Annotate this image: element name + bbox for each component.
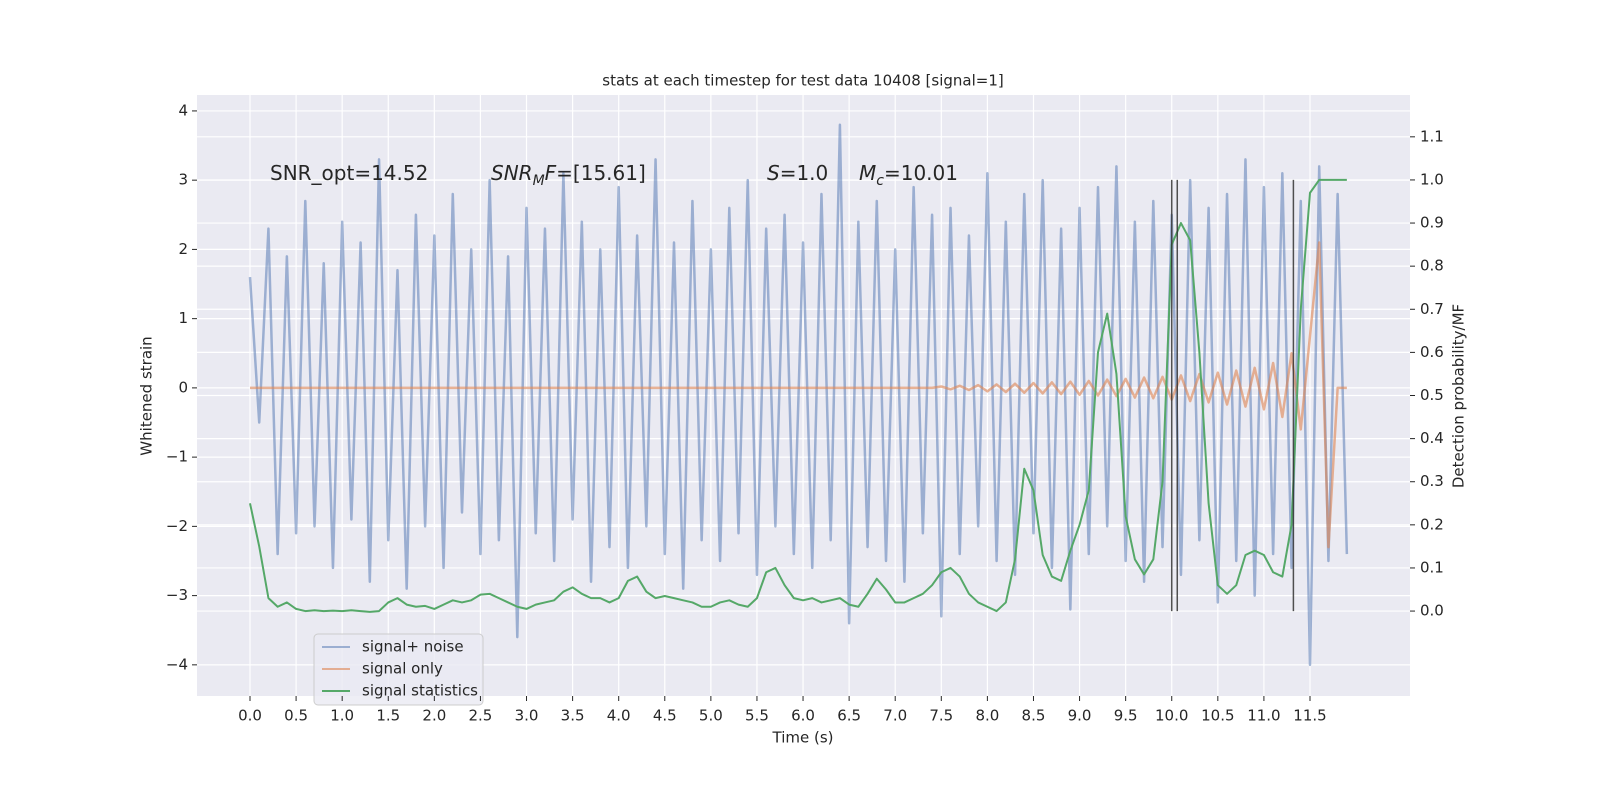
x-tick-label: 11.0	[1247, 707, 1280, 725]
x-tick-label: 11.5	[1293, 707, 1326, 725]
annotation-part: M	[533, 173, 545, 189]
y2-tick-label: 0.8	[1420, 257, 1444, 275]
y2-tick-label: 0.1	[1420, 558, 1444, 576]
series-line	[248, 123, 1349, 667]
y-tick-label: −2	[166, 517, 188, 535]
y2-tick-label: 0.5	[1420, 386, 1444, 404]
annotation: S=1.0	[767, 161, 828, 185]
legend-label: signal statistics	[362, 682, 478, 700]
y2-tick-label: 1.1	[1420, 127, 1444, 145]
y2-tick-label: 0.7	[1420, 300, 1444, 318]
x-tick-label: 4.0	[607, 707, 631, 725]
annotation-part: =[15.61]	[556, 161, 646, 185]
y-tick-label: 4	[178, 101, 188, 119]
y-tick-label: −1	[166, 448, 188, 466]
y-tick-label: 1	[178, 309, 188, 327]
marks	[248, 123, 1349, 667]
x-tick-label: 5.0	[699, 707, 723, 725]
y-tick-label: −3	[166, 586, 188, 604]
x-tick-label: 9.0	[1068, 707, 1092, 725]
x-tick-label: 8.0	[975, 707, 999, 725]
x-tick-label: 2.0	[422, 707, 446, 725]
x-axis-label: Time (s)	[772, 729, 834, 747]
y2-tick-label: 0.3	[1420, 472, 1444, 490]
y-tick-label: 0	[178, 378, 188, 396]
x-tick-label: 9.5	[1114, 707, 1138, 725]
annotation-part: =1.0	[780, 161, 829, 185]
y2-tick-label: 0.0	[1420, 602, 1444, 620]
x-tick-label: 3.0	[515, 707, 539, 725]
series-line	[250, 241, 1347, 549]
y-tick-label: 3	[178, 171, 188, 189]
x-tick-label: 6.5	[837, 707, 861, 725]
y-tick-label: −4	[166, 655, 188, 673]
x-tick-label: 6.0	[791, 707, 815, 725]
annotation-part: M	[859, 161, 876, 185]
annotation-part: c	[876, 173, 884, 189]
x-tick-label: 10.0	[1155, 707, 1188, 725]
legend: signal+ noise signal only signal statistic…	[313, 633, 484, 706]
annotation-part: SNR_opt=14.52	[270, 161, 428, 185]
x-tick-label: 0.5	[284, 707, 308, 725]
x-tick-label: 4.5	[653, 707, 677, 725]
x-tick-label: 3.5	[561, 707, 585, 725]
legend-label: signal only	[362, 660, 443, 678]
annotation-part: SNR	[491, 161, 533, 185]
y2-tick-label: 1.0	[1420, 170, 1444, 188]
x-tick-label: 1.5	[376, 707, 400, 725]
x-tick-label: 2.5	[469, 707, 493, 725]
x-tick-label: 10.5	[1201, 707, 1234, 725]
annotation-part: F	[545, 161, 557, 185]
y2-tick-label: 0.6	[1420, 343, 1444, 361]
annotation: SNR_opt=14.52	[270, 161, 428, 185]
annotation-part: =10.01	[884, 161, 958, 185]
annotation: SNRMF=[15.61]	[491, 161, 646, 189]
x-tick-label: 7.5	[929, 707, 953, 725]
y-axis-label: Whitened strain	[138, 336, 156, 455]
y2-tick-label: 0.9	[1420, 214, 1444, 232]
legend-box	[313, 633, 484, 706]
annotation: Mc=10.01	[859, 161, 958, 189]
y2-tick-label: 0.2	[1420, 515, 1444, 533]
x-tick-label: 1.0	[330, 707, 354, 725]
y-tick-label: 2	[178, 240, 188, 258]
legend-label: signal+ noise	[362, 638, 464, 656]
y2-tick-label: 0.4	[1420, 429, 1444, 447]
x-tick-label: 8.5	[1022, 707, 1046, 725]
annotation-part: S	[767, 161, 780, 185]
x-tick-label: 0.0	[238, 707, 262, 725]
x-tick-label: 5.5	[745, 707, 769, 725]
series-line	[249, 178, 1347, 613]
y2-axis-label: Detection probability/MF	[1450, 304, 1468, 488]
chart-title: stats at each timestep for test data 104…	[602, 72, 1003, 90]
x-tick-label: 7.0	[883, 707, 907, 725]
